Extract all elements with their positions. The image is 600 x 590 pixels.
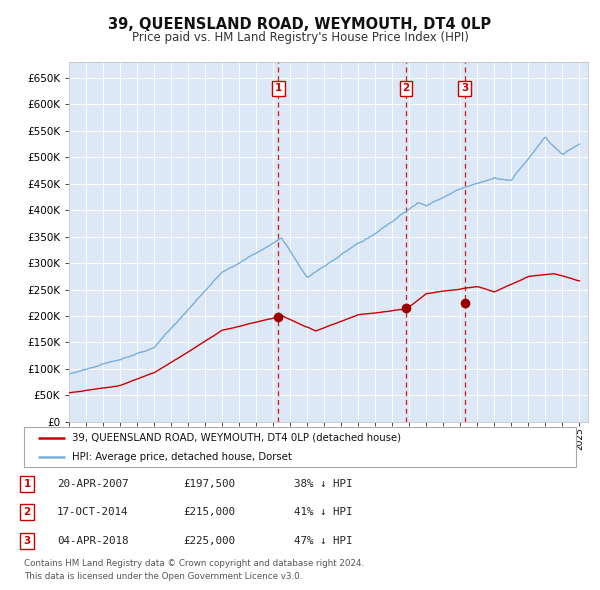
Text: 1: 1 [23, 479, 31, 489]
Text: HPI: Average price, detached house, Dorset: HPI: Average price, detached house, Dors… [72, 453, 292, 462]
Text: 41% ↓ HPI: 41% ↓ HPI [294, 507, 353, 517]
Text: 2: 2 [402, 83, 410, 93]
Text: 3: 3 [461, 83, 468, 93]
Text: Contains HM Land Registry data © Crown copyright and database right 2024.: Contains HM Land Registry data © Crown c… [24, 559, 364, 568]
Text: 3: 3 [23, 536, 31, 546]
Text: 2: 2 [23, 507, 31, 517]
Text: 38% ↓ HPI: 38% ↓ HPI [294, 479, 353, 489]
Text: 39, QUEENSLAND ROAD, WEYMOUTH, DT4 0LP: 39, QUEENSLAND ROAD, WEYMOUTH, DT4 0LP [109, 17, 491, 31]
Text: 20-APR-2007: 20-APR-2007 [57, 479, 128, 489]
Text: 17-OCT-2014: 17-OCT-2014 [57, 507, 128, 517]
Text: This data is licensed under the Open Government Licence v3.0.: This data is licensed under the Open Gov… [24, 572, 302, 581]
Text: 39, QUEENSLAND ROAD, WEYMOUTH, DT4 0LP (detached house): 39, QUEENSLAND ROAD, WEYMOUTH, DT4 0LP (… [72, 432, 401, 442]
Text: £197,500: £197,500 [183, 479, 235, 489]
Text: 1: 1 [275, 83, 282, 93]
Text: £215,000: £215,000 [183, 507, 235, 517]
Text: Price paid vs. HM Land Registry's House Price Index (HPI): Price paid vs. HM Land Registry's House … [131, 31, 469, 44]
Text: 04-APR-2018: 04-APR-2018 [57, 536, 128, 546]
Text: 47% ↓ HPI: 47% ↓ HPI [294, 536, 353, 546]
Text: £225,000: £225,000 [183, 536, 235, 546]
